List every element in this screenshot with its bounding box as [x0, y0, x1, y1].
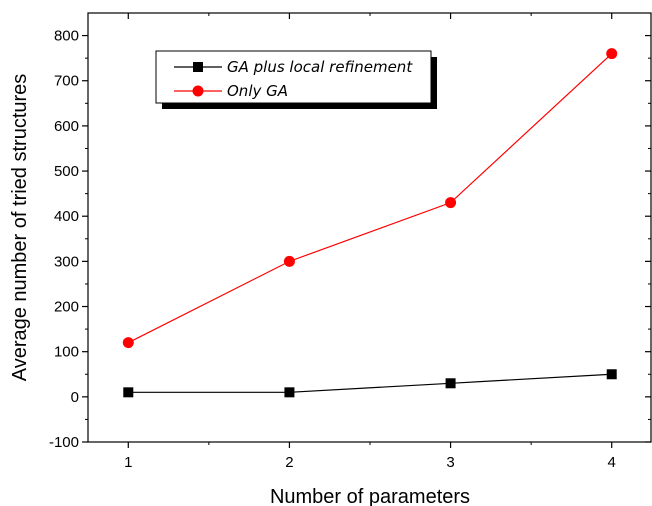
x-axis-title: Number of parameters: [270, 486, 470, 506]
data-point-marker: [445, 378, 456, 389]
y-tick-label: 300: [54, 253, 79, 270]
x-tick-label: 1: [124, 454, 132, 471]
series-line: [128, 53, 613, 344]
series-layer: [122, 48, 618, 398]
y-axis-title: Average number of tried structures: [9, 74, 31, 382]
y-tick-label: 100: [54, 344, 79, 361]
legend-marker: [192, 85, 204, 97]
data-point-marker: [606, 48, 618, 60]
y-tick-label: 800: [54, 28, 79, 45]
y-tick-label: 200: [54, 299, 79, 316]
series-0: [123, 369, 617, 398]
legend-label: Only GA: [227, 82, 288, 100]
legend-marker: [193, 62, 203, 72]
x-tick-label: 4: [608, 454, 616, 471]
data-point-marker: [606, 369, 617, 380]
y-tick-label: -100: [49, 434, 79, 451]
y-tick-label: 0: [71, 389, 79, 406]
data-point-marker: [123, 387, 134, 398]
legend-label: GA plus local refinement: [227, 58, 413, 76]
x-tick-label: 3: [446, 454, 454, 471]
y-tick-label: 500: [54, 163, 79, 180]
data-point-marker: [445, 197, 457, 209]
legend: GA plus local refinement Only GA: [155, 50, 437, 109]
data-point-marker: [122, 337, 134, 349]
series-1: [122, 48, 618, 349]
series-line: [128, 373, 612, 393]
plot-frame: [87, 12, 652, 443]
tick-layer: -100 0 100 200 300 400 500 600 700 800 1 2 3 4: [49, 13, 651, 471]
data-point-marker: [283, 255, 295, 267]
y-tick-label: 400: [54, 208, 79, 225]
y-tick-label: 600: [54, 118, 79, 135]
x-tick-label: 2: [285, 454, 293, 471]
y-tick-label: 700: [54, 73, 79, 90]
data-point-marker: [284, 387, 295, 398]
